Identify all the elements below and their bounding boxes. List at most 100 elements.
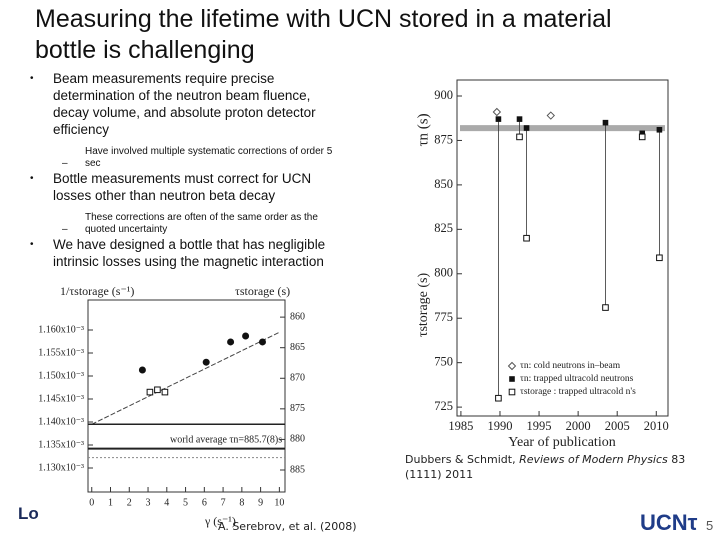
data-point: [161, 388, 169, 396]
x-tick-label: 2: [127, 497, 132, 508]
y-axis-label: τn (s): [415, 113, 431, 146]
plot-frame: [87, 299, 286, 493]
y-tick-label: 1.155x10⁻³: [38, 347, 84, 358]
y2-tick-label: 875: [290, 403, 305, 414]
left-citation: A. Serebrov, et al. (2008): [218, 520, 357, 533]
y-tick-label: 1.160x10⁻³: [38, 324, 84, 335]
y-tick-label: 1.130x10⁻³: [38, 462, 84, 473]
data-point: [138, 366, 146, 374]
y-tick-label: 1.150x10⁻³: [38, 370, 84, 381]
data-point: [602, 304, 609, 311]
data-point: [258, 338, 266, 346]
y-tick-label: 1.135x10⁻³: [38, 439, 84, 450]
bullet: • Beam measurements require precise deter…: [30, 70, 332, 178]
bullet-text: Beam measurements require precise determ…: [53, 71, 316, 137]
data-point: [516, 116, 523, 122]
citation-journal: Reviews of Modern Physics: [519, 453, 668, 466]
y-tick-label: 750: [434, 355, 453, 369]
y-tick-label: 825: [434, 221, 453, 235]
data-point: [523, 125, 530, 131]
slide-title: Measuring the lifetime with UCN stored i…: [35, 5, 612, 64]
data-point: [523, 234, 530, 242]
y2-axis-label: τstorage (s): [235, 284, 290, 298]
data-point: [492, 107, 502, 117]
data-point: [656, 254, 663, 262]
bullet-dot: •: [30, 173, 34, 184]
bullet: • Bottle measurements must correct for UC…: [30, 170, 330, 244]
x-tick-label: 7: [221, 497, 226, 508]
data-point: [602, 119, 609, 126]
y2-tick-label: 860: [290, 311, 305, 322]
legend-label: τn: cold neutrons in–beam: [520, 361, 621, 371]
sub-bullet-dash: –: [62, 158, 68, 169]
data-point: [146, 388, 154, 396]
x-tick-label: 3: [146, 497, 151, 508]
y2-tick-label: 870: [290, 373, 305, 384]
x-tick-label: 6: [202, 497, 207, 508]
x-axis-label: Year of publication: [508, 435, 615, 450]
legend-marker: [507, 361, 517, 371]
citation-part: Dubbers & Schmidt,: [405, 453, 520, 466]
y-tick-label: 775: [434, 310, 453, 324]
legend-label: τstorage : trapped ultracold n's: [520, 387, 636, 397]
x-axis-label: γ (s⁻¹): [204, 514, 236, 528]
x-tick-label: 0: [89, 497, 94, 508]
data-point: [154, 386, 161, 394]
y2-tick-label: 885: [290, 464, 305, 475]
data-point: [516, 133, 523, 141]
page-number: 5: [706, 518, 714, 533]
data-point: [495, 394, 502, 402]
data-point: [638, 133, 646, 141]
annotation: world average τn=885.7(8)s: [170, 434, 282, 445]
y-tick-label: 725: [434, 399, 453, 413]
right-citation: Dubbers & Schmidt, Reviews of Modern Phy…: [405, 452, 705, 482]
bullet-dot: •: [30, 73, 34, 84]
data-point: [656, 126, 663, 133]
y-tick-label: 1.140x10⁻³: [38, 416, 84, 427]
x-tick-label: 9: [258, 497, 263, 508]
x-tick-label: 1985: [448, 419, 473, 433]
data-point: [227, 338, 235, 346]
y2-tick-label: 865: [290, 342, 305, 353]
y-tick-label: 850: [434, 177, 453, 191]
logo-right: UCNτ: [640, 510, 698, 535]
legend-label: τn: trapped ultracold neutrons: [520, 374, 634, 384]
x-tick-label: 2010: [644, 419, 669, 433]
data-point: [495, 116, 502, 122]
x-tick-label: 5: [183, 497, 188, 508]
data-point: [639, 130, 646, 137]
data-point: [202, 358, 210, 366]
citation-part: 83 (1111) 2011: [405, 453, 686, 481]
data-point: [546, 111, 555, 120]
bullet-dot: •: [30, 239, 34, 250]
y-tick-label: 1.145x10⁻³: [38, 393, 84, 404]
y-axis-label-lower: τstorage (s): [416, 273, 431, 338]
x-tick-label: 2000: [566, 419, 591, 433]
x-tick-label: 8: [239, 497, 244, 508]
x-tick-label: 4: [164, 497, 169, 508]
x-tick-label: 1995: [527, 419, 552, 433]
bullet-text: We have designed a bottle that has negli…: [53, 237, 326, 269]
bullet-text: Bottle measurements must correct for UCN…: [53, 171, 312, 203]
sub-bullet: Have involved multiple systematic correc…: [62, 146, 333, 169]
x-tick-label: 2005: [605, 419, 630, 433]
fit-line: [91, 331, 280, 425]
y2-tick-label: 880: [290, 434, 305, 445]
x-tick-label: 10: [274, 497, 284, 508]
x-tick-label: 1990: [487, 419, 512, 433]
data-point: [242, 332, 250, 340]
sub-bullet: These corrections are often of the same …: [62, 212, 318, 235]
y-tick-label: 900: [434, 88, 453, 102]
bullet: • We have designed a bottle that has negl…: [30, 236, 330, 270]
y-tick-label: 800: [434, 266, 453, 280]
y-tick-label: 875: [434, 132, 453, 146]
y-axis-label: 1/τstorage (s⁻¹): [60, 284, 134, 298]
sub-bullet-dash: –: [62, 224, 68, 235]
legend-marker: [508, 388, 516, 396]
plot-frame: [456, 79, 669, 417]
logo-left: Lo: [18, 504, 39, 523]
legend-marker: [509, 376, 515, 382]
x-tick-label: 1: [108, 497, 113, 508]
